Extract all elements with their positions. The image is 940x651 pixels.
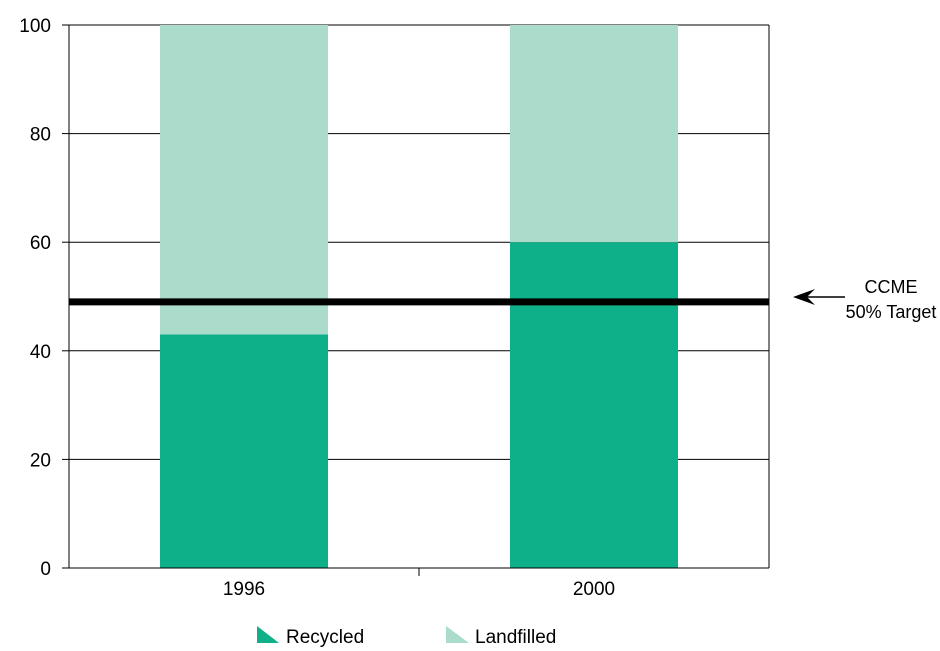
legend-swatch-recycled xyxy=(257,626,279,643)
annotation-arrow-icon xyxy=(793,289,815,305)
x-tick-labels: 1996 2000 xyxy=(223,579,615,600)
y-tick-label-20: 20 xyxy=(30,450,51,471)
legend-swatch-landfilled xyxy=(446,626,469,643)
y-tick-label-60: 60 xyxy=(30,233,51,254)
y-tick-label-100: 100 xyxy=(19,16,51,37)
bar-landfilled-2000 xyxy=(510,25,678,243)
bar-recycled-1996 xyxy=(160,334,328,568)
y-tick-label-0: 0 xyxy=(40,559,51,580)
legend-label-recycled: Recycled xyxy=(286,627,364,648)
annotation: CCME 50% Target xyxy=(793,277,936,322)
bars xyxy=(160,25,678,568)
annotation-line2: 50% Target xyxy=(846,302,937,322)
legend: Recycled Landfilled xyxy=(257,626,556,648)
legend-item-landfilled: Landfilled xyxy=(446,626,556,648)
annotation-line1: CCME xyxy=(865,277,918,297)
bar-landfilled-1996 xyxy=(160,25,328,335)
x-tick-label-2000: 2000 xyxy=(573,579,615,600)
legend-item-recycled: Recycled xyxy=(257,626,364,648)
y-tick-label-40: 40 xyxy=(30,342,51,363)
axes xyxy=(62,24,770,576)
y-tick-labels: 0 20 40 60 80 100 xyxy=(19,16,51,580)
legend-label-landfilled: Landfilled xyxy=(475,627,556,648)
bar-recycled-2000 xyxy=(510,242,678,568)
x-tick-label-1996: 1996 xyxy=(223,579,265,600)
y-tick-label-80: 80 xyxy=(30,125,51,146)
